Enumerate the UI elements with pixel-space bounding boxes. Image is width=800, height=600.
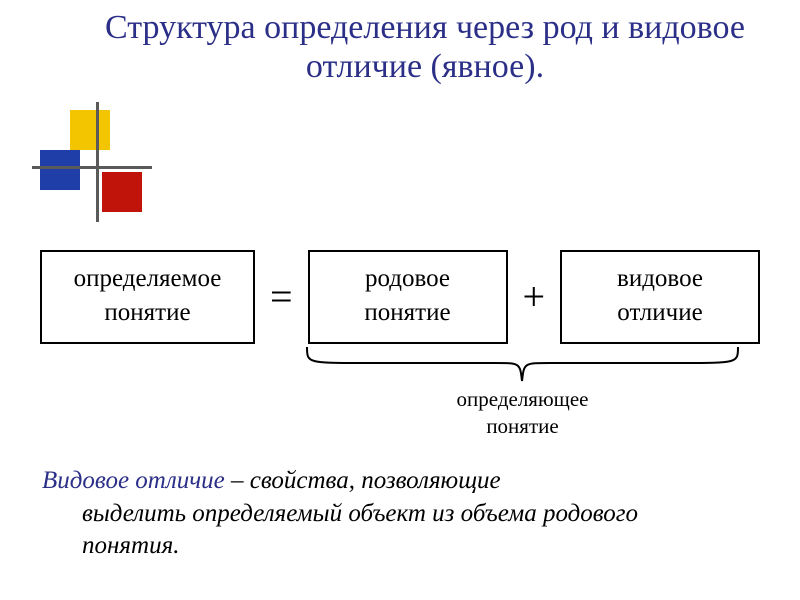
- brace-label-line2: понятие: [305, 413, 740, 440]
- brace-path: [307, 347, 738, 381]
- plus-sign: +: [516, 277, 551, 317]
- definition-body-3: понятия.: [42, 530, 730, 563]
- decor-square-yellow: [70, 110, 110, 150]
- brace-label: определяющее понятие: [305, 386, 740, 441]
- definition-body-1: свойства, позволяющие: [250, 467, 501, 494]
- definition-body-2: выделить определяемый объект из объема р…: [42, 498, 730, 531]
- decor-square-blue: [40, 150, 80, 190]
- brace-label-line1: определяющее: [305, 386, 740, 413]
- definition-term: Видовое отличие: [42, 467, 225, 494]
- definition-dash: –: [225, 467, 250, 494]
- box-b-line2: понятие: [324, 296, 492, 330]
- box-a-line1: определяемое: [56, 262, 239, 296]
- corner-decoration: [40, 110, 150, 220]
- slide-title: Структура определения через род и видово…: [90, 8, 760, 86]
- box-defined-concept: определяемое понятие: [40, 250, 255, 344]
- box-species-difference: видовое отличие: [560, 250, 760, 344]
- box-c-line2: отличие: [576, 296, 744, 330]
- definition-equation: определяемое понятие = родовое понятие +…: [40, 250, 760, 344]
- decor-line-vertical: [96, 102, 99, 222]
- definition-paragraph: Видовое отличие – свойства, позволяющие …: [42, 465, 730, 563]
- equals-sign: =: [264, 277, 299, 317]
- decor-square-red: [102, 172, 142, 212]
- box-c-line1: видовое: [576, 262, 744, 296]
- box-b-line1: родовое: [324, 262, 492, 296]
- box-a-line2: понятие: [56, 296, 239, 330]
- box-genus-concept: родовое понятие: [308, 250, 508, 344]
- brace-underline: [305, 345, 740, 385]
- decor-line-horizontal: [32, 166, 152, 169]
